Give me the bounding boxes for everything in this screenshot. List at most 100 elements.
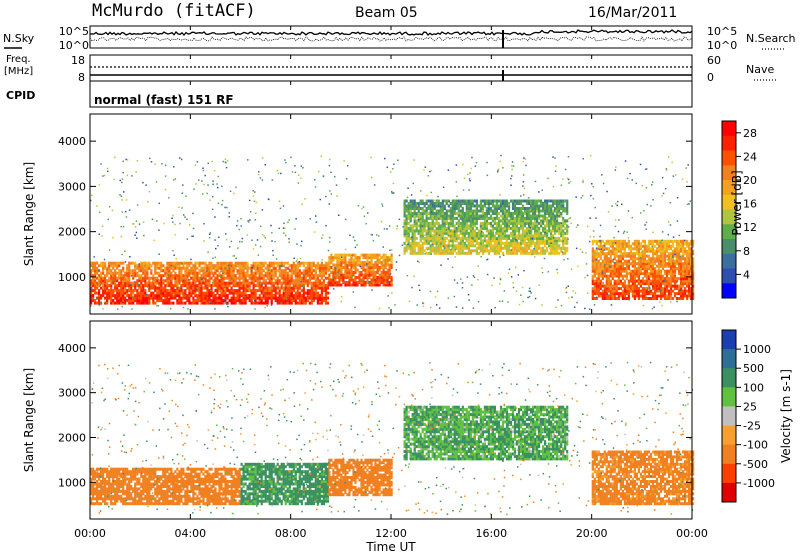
range-cell (274, 294, 277, 298)
range-cell (184, 271, 187, 275)
speckle-cell (341, 269, 344, 271)
range-cell (182, 264, 185, 268)
range-cell (599, 239, 602, 243)
range-cell (597, 264, 600, 268)
range-cell (627, 282, 630, 286)
range-cell (242, 264, 245, 268)
speckle-cell (629, 172, 631, 175)
speckle-cell (567, 258, 569, 260)
range-cell (232, 281, 235, 285)
range-cell (344, 271, 347, 274)
range-cell (661, 257, 665, 261)
range-cell (280, 286, 283, 290)
range-cell (451, 219, 454, 223)
range-cell (214, 299, 217, 303)
range-cell (487, 212, 490, 215)
speckle-cell (600, 248, 602, 250)
range-cell (194, 289, 197, 293)
range-cell (427, 216, 430, 220)
range-cell (228, 284, 231, 288)
range-cell (176, 294, 179, 298)
range-cell (378, 266, 381, 269)
range-cell (278, 296, 281, 300)
range-cell (603, 257, 606, 261)
range-cell (511, 241, 515, 245)
range-cell (469, 244, 472, 248)
range-cell (270, 299, 273, 303)
range-cell (603, 289, 606, 293)
range-cell (678, 289, 681, 293)
range-cell (280, 271, 283, 275)
range-cell (270, 269, 273, 273)
speckle-cell (466, 276, 469, 278)
range-cell (540, 239, 543, 243)
range-cell (651, 254, 655, 258)
range-cell (501, 234, 505, 238)
range-cell (467, 216, 470, 220)
range-cell (162, 294, 165, 298)
range-cell (653, 284, 657, 288)
range-cell (427, 226, 430, 230)
range-cell (178, 274, 181, 278)
speckle-cell (552, 185, 555, 188)
range-cell (284, 274, 287, 278)
speckle-cell (529, 226, 531, 229)
range-cell (238, 299, 241, 303)
range-cell (220, 276, 223, 280)
range-cell (457, 219, 460, 223)
range-cell (463, 234, 466, 238)
range-cell (651, 274, 655, 278)
range-cell (469, 231, 472, 235)
range-cell (162, 299, 165, 303)
range-cell (611, 267, 614, 271)
range-cell (421, 244, 424, 248)
range-cell (475, 231, 478, 235)
range-cell (493, 221, 496, 225)
range-cell (421, 199, 424, 203)
range-cell (473, 239, 476, 243)
range-cell (665, 282, 669, 286)
range-cell (617, 292, 620, 296)
range-cell (534, 229, 537, 233)
range-cell (455, 226, 458, 230)
range-cell (643, 287, 646, 291)
range-cell (110, 281, 113, 285)
speckle-cell (122, 171, 124, 174)
range-cell (160, 274, 163, 278)
range-cell (564, 221, 567, 225)
range-cell (248, 299, 251, 303)
range-cell (433, 204, 436, 208)
range-cell (192, 271, 195, 275)
range-cell (623, 297, 626, 300)
range-cell (186, 299, 189, 303)
range-cell (368, 261, 371, 265)
range-cell (637, 274, 640, 278)
range-cell (554, 221, 557, 225)
range-cell (202, 301, 205, 305)
range-cell (360, 261, 363, 265)
range-cell (548, 239, 551, 243)
range-cell (320, 284, 323, 288)
range-cell (419, 212, 422, 215)
range-cell (216, 269, 219, 273)
range-cell (530, 229, 533, 233)
range-cell (461, 249, 464, 253)
range-cell (156, 294, 159, 298)
range-cell (556, 241, 559, 245)
range-cell (308, 291, 311, 295)
range-cell (316, 279, 319, 283)
range-cell (128, 284, 131, 288)
speckle-cell (652, 199, 654, 201)
range-cell (479, 207, 482, 210)
range-cell (536, 249, 539, 253)
range-cell (282, 281, 285, 285)
range-cell (675, 254, 679, 258)
range-cell (94, 289, 97, 293)
range-cell (678, 242, 681, 246)
range-cell (210, 271, 213, 275)
range-cell (647, 247, 651, 251)
range-cell (182, 279, 185, 283)
range-cell (324, 261, 327, 265)
speckle-cell (228, 264, 230, 267)
range-cell (154, 261, 157, 265)
